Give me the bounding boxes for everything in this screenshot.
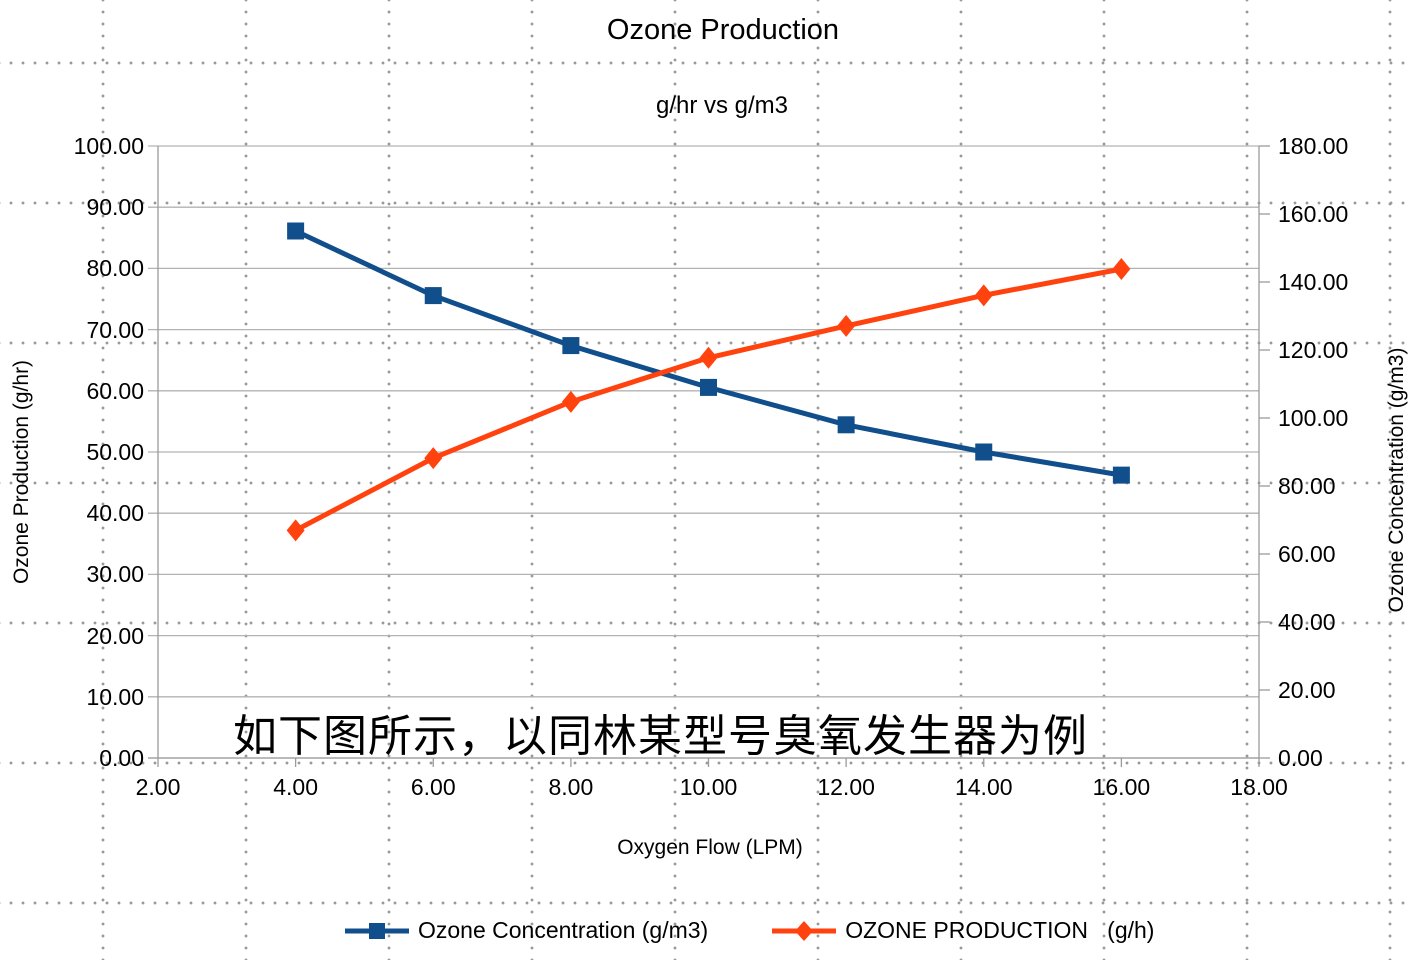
legend-label-0: Ozone Concentration (g/m3): [418, 917, 709, 943]
x-tick-label: 16.00: [1092, 774, 1151, 800]
y-left-tick-label: 10.00: [86, 683, 144, 710]
annotation-text: 如下图所示，以同林某型号臭氧发生器为例: [233, 712, 1088, 761]
data-point-marker: [700, 378, 717, 396]
data-point-marker: [1112, 258, 1131, 281]
x-tick-label: 2.00: [135, 774, 181, 800]
legend-marker-square-icon: [345, 922, 409, 939]
x-tick-label: 14.00: [954, 774, 1013, 800]
x-tick-label: 18.00: [1230, 774, 1288, 800]
data-point-marker: [837, 416, 855, 434]
x-tick-label: 12.00: [817, 774, 875, 800]
y-left-tick-label: 40.00: [86, 500, 144, 527]
data-point-marker: [974, 284, 993, 307]
y-left-tick-label: 50.00: [86, 439, 144, 465]
data-point-marker: [975, 443, 993, 461]
data-point-marker: [424, 287, 442, 305]
y-left-tick-label: 60.00: [86, 377, 144, 404]
data-point-marker: [699, 346, 718, 369]
y-right-tick-label: 100.00: [1278, 405, 1349, 431]
x-tick-label: 8.00: [548, 774, 594, 800]
x-axis-title: Oxygen Flow (LPM): [617, 836, 803, 859]
y-left-tick-label: 30.00: [86, 561, 144, 588]
y-right-tick-label: 60.00: [1278, 541, 1336, 567]
data-point-marker: [562, 337, 580, 355]
y-left-tick-label: 90.00: [86, 194, 144, 221]
legend-label-1: OZONE PRODUCTION (g/h): [845, 917, 1155, 943]
y-right-tick-label: 160.00: [1278, 201, 1349, 227]
series-line-1: [294, 266, 1122, 533]
y-right-tick-label: 80.00: [1278, 473, 1336, 499]
y-right-tick-label: 120.00: [1278, 337, 1349, 363]
x-tick-label: 6.00: [410, 774, 456, 800]
data-point-marker: [286, 519, 305, 542]
y-right-tick-label: 180.00: [1278, 133, 1349, 159]
y-right-tick-label: 40.00: [1278, 609, 1336, 635]
y-left-tick-label: 100.00: [73, 133, 144, 159]
y-right-tick-label: 20.00: [1278, 677, 1336, 703]
data-point-marker: [424, 447, 443, 470]
y-left-tick-label: 0.00: [99, 745, 144, 771]
y-right-tick-label: 140.00: [1278, 269, 1349, 295]
data-point-marker: [287, 222, 305, 240]
chart-subtitle: g/hr vs g/m3: [655, 92, 789, 119]
legend-item-1: OZONE PRODUCTION (g/h): [772, 917, 1154, 944]
data-point-marker: [1112, 466, 1130, 484]
data-point-marker: [561, 390, 580, 413]
y-left-tick-label: 70.00: [86, 316, 144, 343]
y-left-tick-label: 80.00: [86, 255, 144, 282]
x-tick-label: 4.00: [273, 774, 318, 800]
chart-title: Ozone Production: [606, 14, 840, 46]
data-point-marker: [837, 314, 856, 337]
legend-item-0: Ozone Concentration (g/m3): [345, 917, 708, 944]
legend: Ozone Concentration (g/m3) OZONE PRODUCTI…: [345, 917, 1154, 944]
legend-marker-diamond-icon: [772, 920, 837, 941]
x-tick-label: 10.00: [679, 774, 738, 800]
y-left-tick-label: 20.00: [86, 622, 144, 649]
y-right-tick-label: 0.00: [1278, 745, 1323, 771]
